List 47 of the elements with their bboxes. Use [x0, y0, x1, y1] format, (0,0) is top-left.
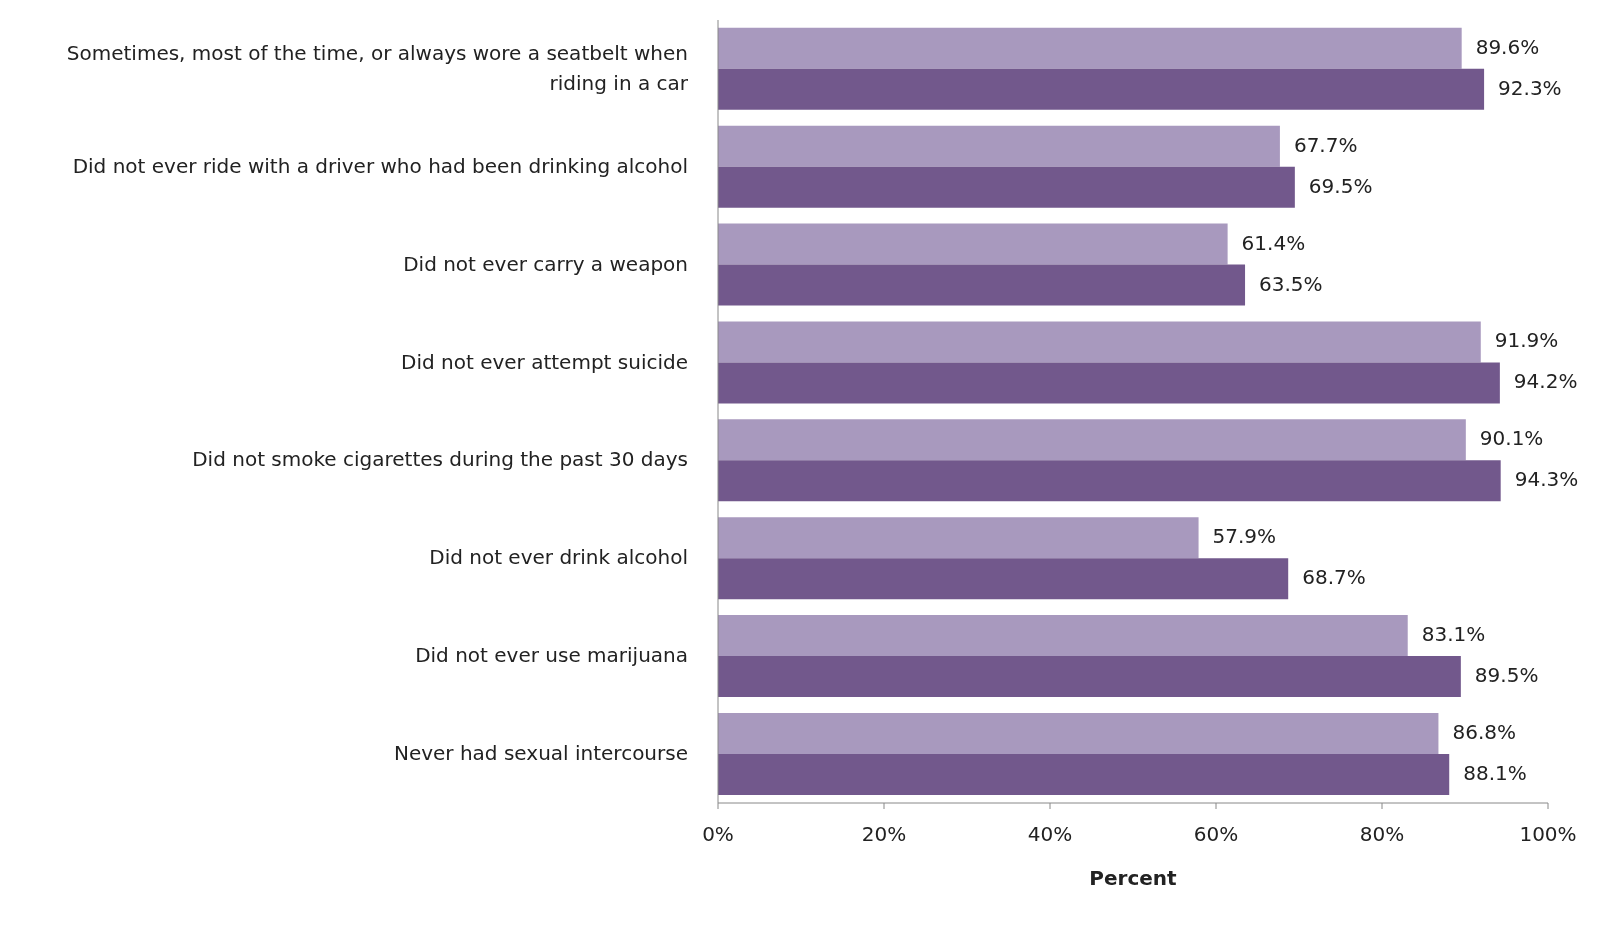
data-label: 69.5% — [1308, 173, 1373, 198]
x-tick-label: 20% — [861, 822, 907, 847]
bar — [718, 615, 1408, 657]
bar — [718, 460, 1501, 502]
data-label: 91.9% — [1494, 328, 1559, 353]
x-tick-label: 60% — [1193, 822, 1239, 847]
x-tick-label: 100% — [1519, 822, 1577, 847]
x-tick-label: 40% — [1027, 822, 1073, 847]
bar — [718, 321, 1481, 363]
x-tick-label: 80% — [1359, 822, 1405, 847]
data-label: 63.5% — [1259, 271, 1323, 296]
bar — [718, 362, 1500, 404]
data-label: 67.7% — [1293, 132, 1358, 157]
bar — [718, 125, 1280, 167]
bar — [718, 68, 1485, 110]
x-tick-label: 0% — [702, 822, 734, 847]
data-label: 89.5% — [1474, 663, 1539, 688]
data-label: 94.3% — [1514, 467, 1579, 492]
bar — [718, 753, 1450, 795]
bar — [718, 712, 1439, 754]
bar — [718, 27, 1462, 69]
bar — [718, 264, 1246, 306]
data-label: 61.4% — [1241, 230, 1306, 255]
y-tick-label: Did not ever use marijuana — [415, 642, 688, 667]
y-tick-label: Did not ever attempt suicide — [401, 349, 688, 374]
x-axis-title: Percent — [1089, 866, 1178, 890]
y-tick-label: Did not ever drink alcohol — [429, 544, 688, 569]
bar — [718, 558, 1289, 600]
y-tick-label: Sometimes, most of the time, or always wore a seatbelt when riding in a car — [66, 40, 689, 95]
data-label: 57.9% — [1212, 524, 1277, 549]
data-label: 89.6% — [1475, 34, 1540, 59]
y-tick-label: Never had sexual intercourse — [393, 740, 688, 765]
y-tick-label: Did not ever ride with a driver who had been drinking alcohol — [72, 153, 688, 178]
data-label: 94.2% — [1513, 369, 1578, 394]
data-label: 83.1% — [1421, 622, 1486, 647]
bar — [718, 656, 1461, 698]
data-label: 90.1% — [1479, 426, 1544, 451]
data-label: 92.3% — [1498, 75, 1562, 100]
bar — [718, 166, 1295, 208]
bar — [718, 419, 1466, 461]
y-tick-label: Did not ever carry a weapon — [403, 251, 688, 276]
bar — [718, 517, 1199, 559]
data-label: 86.8% — [1452, 719, 1516, 744]
data-label: 88.1% — [1463, 760, 1527, 785]
data-label: 68.7% — [1302, 565, 1366, 590]
bar — [718, 223, 1228, 265]
y-tick-label: Did not smoke cigarettes during the past 30 days — [192, 446, 688, 471]
